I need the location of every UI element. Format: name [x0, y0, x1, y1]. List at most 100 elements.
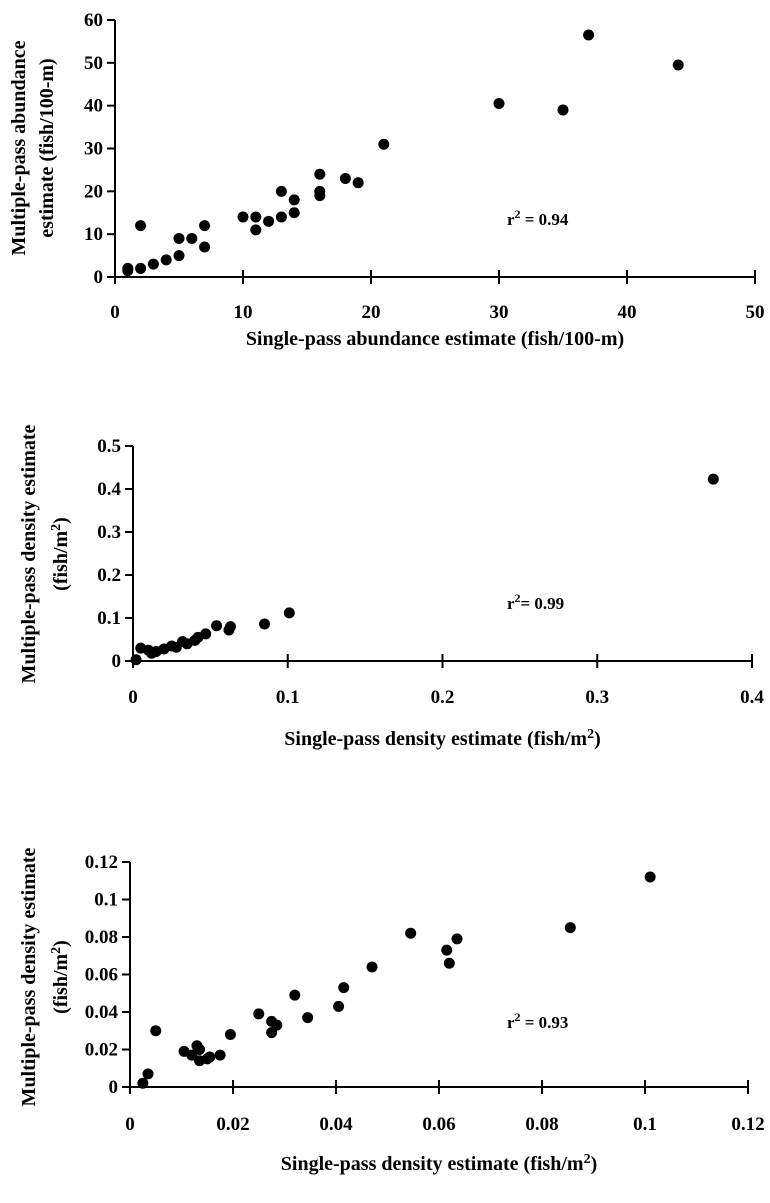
x-tick-label: 0.4 [740, 687, 764, 708]
data-point [289, 989, 301, 1001]
data-point [366, 961, 378, 973]
x-axis-title: Single-pass density estimate (fish/m2) [281, 1152, 597, 1176]
data-point [352, 177, 364, 189]
data-point [314, 185, 326, 197]
x-axis-title: Single-pass density estimate (fish/m2) [284, 727, 600, 751]
data-point [493, 98, 505, 110]
data-point [250, 224, 262, 236]
data-point [339, 172, 351, 184]
y-axis-title: Multiple-pass density estimate (fish/m2) [18, 424, 72, 683]
data-point [333, 1000, 345, 1012]
y-tick-label: 0.2 [97, 565, 121, 586]
data-point [194, 1044, 206, 1055]
data-point [137, 1077, 149, 1089]
x-tick-label: 0.06 [422, 1114, 455, 1135]
data-point [583, 29, 595, 41]
y-axis-title: Multiple-pass density estimate (fish/m2) [18, 847, 72, 1106]
data-point [253, 1008, 265, 1020]
y-tick-label: 10 [84, 224, 103, 245]
data-point [405, 927, 417, 939]
data-point [275, 211, 287, 223]
y-axis-title-line: (fish/m2) [49, 940, 73, 1014]
data-point [122, 262, 134, 274]
data-point [135, 262, 147, 274]
y-tick-label: 0.3 [97, 522, 121, 543]
data-point [275, 185, 287, 197]
data-point [378, 138, 390, 150]
y-tick-label: 0.5 [97, 436, 121, 457]
data-point [199, 220, 211, 232]
x-tick-label: 0.2 [431, 687, 455, 708]
data-point [200, 628, 212, 640]
data-point [259, 618, 271, 630]
y-tick-label: 0.02 [85, 1040, 118, 1061]
x-tick-label: 20 [362, 302, 381, 323]
y-tick-label: 30 [84, 139, 103, 160]
data-point [199, 241, 211, 253]
x-tick-label: 0 [128, 687, 138, 708]
data-point [224, 621, 236, 633]
x-tick-label: 40 [618, 302, 637, 323]
y-tick-label: 0.4 [97, 479, 121, 500]
data-point [250, 211, 262, 223]
y-tick-label: 0.12 [85, 852, 118, 873]
x-tick-label: 0.04 [319, 1114, 353, 1135]
y-tick-label: 0 [109, 1077, 119, 1098]
x-tick-label: 0.3 [585, 687, 609, 708]
y-tick-label: 0.04 [85, 1002, 119, 1023]
data-point [211, 620, 223, 632]
data-point [443, 957, 455, 969]
r-squared-label: r2 = 0.93 [507, 1010, 568, 1032]
y-axis-title-line: Multiple-pass abundance [8, 40, 30, 255]
x-tick-label: 30 [490, 302, 509, 323]
y-tick-label: 0.1 [94, 890, 118, 911]
r-squared-label: r2= 0.99 [507, 591, 564, 613]
data-point [186, 232, 198, 244]
data-point [314, 168, 326, 180]
y-tick-label: 0 [112, 651, 122, 672]
data-point [283, 607, 295, 619]
data-point [564, 922, 576, 934]
data-point [147, 258, 159, 270]
x-tick-label: 0.02 [216, 1114, 249, 1135]
chart-3: 0 0.02 0.04 0.06 0.08 0.1 0.12 0 0.02 0.04 0.06 0.0… [18, 847, 765, 1175]
x-tick-label: 10 [234, 302, 253, 323]
x-tick-label: 0.1 [276, 687, 300, 708]
x-tick-label: 0.1 [633, 1114, 657, 1135]
chart-1: 0 10 20 30 40 50 0 10 20 30 40 50 60 Single-pass abun… [8, 10, 765, 350]
data-point [302, 1012, 314, 1024]
data-point [160, 254, 172, 266]
y-axis-title-line: Multiple-pass density estimate [18, 847, 40, 1106]
data-point [173, 232, 185, 244]
x-tick-label: 0 [125, 1114, 135, 1135]
data-point [672, 59, 684, 71]
y-tick-label: 60 [84, 10, 103, 31]
data-point [186, 1049, 198, 1061]
data-point [224, 1029, 236, 1040]
r-squared-label: r2 = 0.94 [507, 207, 569, 229]
data-point [288, 207, 300, 219]
data-point [707, 473, 719, 485]
y-tick-label: 50 [84, 53, 103, 74]
x-axis-title: Single-pass abundance estimate (fish/100… [246, 328, 624, 350]
data-point [214, 1049, 226, 1061]
data-point [288, 194, 300, 206]
y-axis-title-line: Multiple-pass density estimate [18, 424, 40, 683]
chart-2: 0 0.1 0.2 0.3 0.4 0 0.1 0.2 0.3 0.4 0.5 Single-pass… [18, 424, 764, 750]
y-tick-label: 20 [84, 181, 103, 202]
y-tick-label: 0 [94, 267, 104, 288]
data-point [135, 220, 147, 232]
data-point [130, 654, 142, 666]
y-axis-title: Multiple-pass abundance estimate (fish/10… [8, 40, 58, 255]
y-axis-title-line: estimate (fish/100-m) [36, 58, 58, 237]
data-point [204, 1051, 216, 1063]
data-point [644, 871, 656, 883]
y-axis-title-line: (fish/m2) [49, 517, 73, 591]
data-point [338, 982, 350, 994]
data-point [173, 250, 185, 262]
data-point [150, 1025, 162, 1037]
y-tick-label: 0.1 [97, 608, 121, 629]
data-point [271, 1019, 283, 1031]
y-tick-label: 0.08 [85, 927, 118, 948]
